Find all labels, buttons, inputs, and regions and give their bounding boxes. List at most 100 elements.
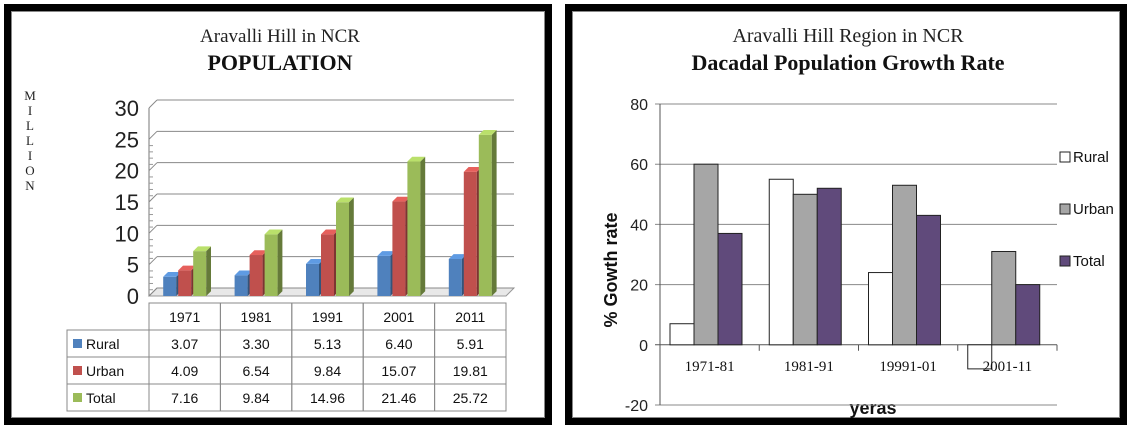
table-cell-value: 3.30 bbox=[242, 336, 269, 352]
bar-side bbox=[420, 156, 426, 296]
bar-front bbox=[463, 171, 477, 296]
gridline-depth bbox=[148, 193, 158, 203]
table-row-label: Urban bbox=[86, 363, 124, 379]
bar-front bbox=[392, 201, 406, 296]
data-table: 1971 1981 1991 2001 2011 Rural 3.07 3.30 5.13 6.4… bbox=[66, 302, 507, 412]
table-cell-value: 15.07 bbox=[381, 363, 416, 379]
bar-top bbox=[193, 246, 211, 252]
population-chart: Aravalli Hill in NCR POPULATION MILLION … bbox=[24, 26, 516, 412]
legend-key bbox=[1059, 255, 1071, 267]
y-axis-label-letter: N bbox=[25, 178, 35, 193]
y-tick-label: 10 bbox=[115, 221, 139, 246]
y-tick-label: 0 bbox=[639, 338, 648, 355]
x-tick-label: 1971-81 bbox=[685, 359, 735, 375]
bar bbox=[336, 197, 354, 296]
table-cell-value: 19.81 bbox=[453, 363, 488, 379]
bar-front bbox=[448, 258, 462, 296]
y-tick-label: 30 bbox=[115, 96, 139, 121]
table-cell-value: 9.84 bbox=[314, 363, 341, 379]
legend: Rural Urban Total bbox=[1059, 149, 1114, 270]
x-tick-label: 1981-91 bbox=[784, 359, 834, 375]
growth-rate-chart: Aravalli Hill Region in NCR Dacadal Popu… bbox=[601, 25, 1114, 418]
y-axis-label-letter: M bbox=[24, 88, 36, 103]
bar bbox=[478, 130, 497, 296]
bar-side bbox=[491, 130, 497, 296]
bar-top bbox=[407, 156, 426, 162]
table-header-label: 2011 bbox=[455, 309, 485, 325]
table-cell-value: 25.72 bbox=[453, 390, 488, 406]
bar bbox=[693, 163, 719, 346]
bar bbox=[991, 250, 1017, 346]
chart-subtitle: Dacadal Population Growth Rate bbox=[691, 50, 1004, 75]
bar-front bbox=[249, 255, 263, 296]
y-tick-label: 80 bbox=[630, 97, 648, 114]
table-cell-value: 21.46 bbox=[381, 390, 416, 406]
bar-front bbox=[193, 251, 207, 296]
bar-front bbox=[264, 234, 278, 296]
x-axis-label: yeras bbox=[849, 398, 896, 418]
bar-top bbox=[249, 250, 268, 256]
y-tick-label: 0 bbox=[127, 284, 139, 309]
x-tick-labels: 1971-81 1981-91 19991-01 2001-11 bbox=[685, 359, 1032, 375]
y-tick-label: 40 bbox=[630, 217, 648, 234]
table-cell-value: 7.16 bbox=[171, 390, 198, 406]
bar bbox=[916, 214, 941, 346]
chart-title: Aravalli Hill Region in NCR bbox=[732, 25, 964, 47]
legend-label: Total bbox=[1073, 253, 1105, 270]
legend-key bbox=[1059, 151, 1071, 163]
bar-top bbox=[478, 130, 497, 135]
y-tick-labels: -20 0 20 40 60 80 bbox=[625, 97, 648, 415]
bar bbox=[407, 156, 426, 296]
bar-top bbox=[392, 196, 411, 202]
gridline-depth bbox=[148, 287, 158, 297]
x-tick-label: 2001-11 bbox=[983, 359, 1032, 375]
y-tick-label: 25 bbox=[115, 127, 139, 152]
y-tick-label: 60 bbox=[630, 157, 648, 174]
bar-top bbox=[448, 254, 467, 259]
table-cell bbox=[434, 383, 507, 412]
bar-top bbox=[264, 229, 283, 235]
bar bbox=[193, 246, 211, 296]
bar-top bbox=[306, 259, 324, 264]
bars bbox=[669, 163, 1041, 370]
table-cell-value: 5.91 bbox=[457, 336, 484, 352]
bar bbox=[264, 229, 283, 296]
bar-front bbox=[234, 275, 248, 296]
y-axis-label: % Gowth rate bbox=[601, 212, 621, 327]
bar bbox=[792, 193, 818, 346]
bar-side bbox=[349, 197, 354, 296]
bar bbox=[669, 323, 695, 346]
table-row-label: Rural bbox=[86, 336, 119, 352]
table-cell-value: 14.96 bbox=[310, 390, 345, 406]
bar bbox=[1015, 284, 1041, 346]
table-cell-value: 5.13 bbox=[314, 336, 341, 352]
y-tick-label: 20 bbox=[115, 159, 139, 184]
bar-front bbox=[321, 234, 334, 296]
table-header-label: 1991 bbox=[312, 309, 343, 325]
legend-key bbox=[73, 339, 82, 348]
y-tick-labels: 0 5 10 15 20 25 30 bbox=[115, 96, 139, 309]
bar bbox=[868, 272, 893, 346]
bar bbox=[768, 178, 794, 346]
gridline-depth bbox=[148, 130, 158, 140]
bar-side bbox=[206, 246, 211, 296]
bar-front bbox=[336, 202, 349, 296]
bar bbox=[816, 187, 842, 346]
bar-top bbox=[234, 270, 253, 276]
bar-top bbox=[463, 167, 482, 172]
bar-top bbox=[377, 251, 396, 256]
chart-subtitle: POPULATION bbox=[207, 50, 352, 75]
bar-front bbox=[163, 276, 177, 296]
gridline-depth bbox=[148, 99, 158, 109]
legend-key bbox=[73, 393, 82, 402]
table-cell-value: 3.07 bbox=[171, 336, 198, 352]
chart-title: Aravalli Hill in NCR bbox=[200, 26, 360, 47]
table-header-label: 1981 bbox=[241, 309, 272, 325]
table-cell-value: 4.09 bbox=[171, 363, 198, 379]
table-row-label: Total bbox=[86, 390, 116, 406]
bar-top bbox=[336, 197, 354, 203]
growth-rate-chart-panel: Aravalli Hill Region in NCR Dacadal Popu… bbox=[565, 4, 1127, 425]
bar-front bbox=[478, 134, 492, 296]
